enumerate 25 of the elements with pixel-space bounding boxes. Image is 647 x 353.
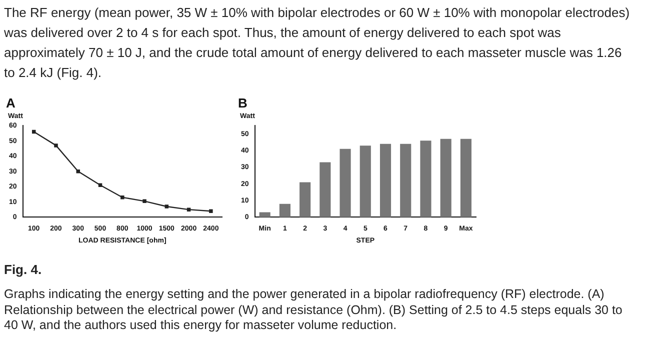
point — [142, 199, 146, 204]
point — [32, 130, 36, 134]
bar — [320, 162, 331, 218]
bar — [400, 144, 412, 218]
bar — [340, 148, 351, 218]
bar — [420, 140, 432, 218]
text: Graphs indicating the energy setting and the power generated in a bipolar radiofrequency (RF) electrode. (A) Relationship between the electrical power (W) and resistance (Ohm). (B) Setting of 2.5 to 4.5 steps equals 30 to 40 W, and the authors used this energy for masseter volume reduction. — [4, 287, 624, 334]
point — [164, 204, 169, 208]
chart-title: A — [6, 95, 16, 110]
point — [76, 170, 80, 174]
chart-title: B — [238, 95, 248, 110]
bar — [460, 138, 472, 218]
point — [54, 144, 58, 148]
bar — [300, 182, 311, 218]
bar — [380, 144, 392, 218]
bar — [259, 212, 270, 218]
bar — [360, 146, 371, 218]
text: Fig. 4. — [4, 262, 43, 277]
point — [209, 209, 213, 213]
bar — [440, 138, 452, 218]
point — [186, 208, 191, 212]
point — [98, 183, 102, 188]
bar — [279, 204, 290, 218]
point — [120, 195, 124, 200]
text: The RF energy (mean power, 35 W ± 10% with bipolar electrodes or 60 W ± 10% with monopolar electrodes) was delivered over 2 to 4 s for each spot. Thus, the amount of energy delivered to each spot was approximately 70 ± 10 J, and the crude total amount of energy delivered to each masseter muscle was 1.26 to 2.4 kJ (Fig. 4). — [4, 4, 631, 82]
